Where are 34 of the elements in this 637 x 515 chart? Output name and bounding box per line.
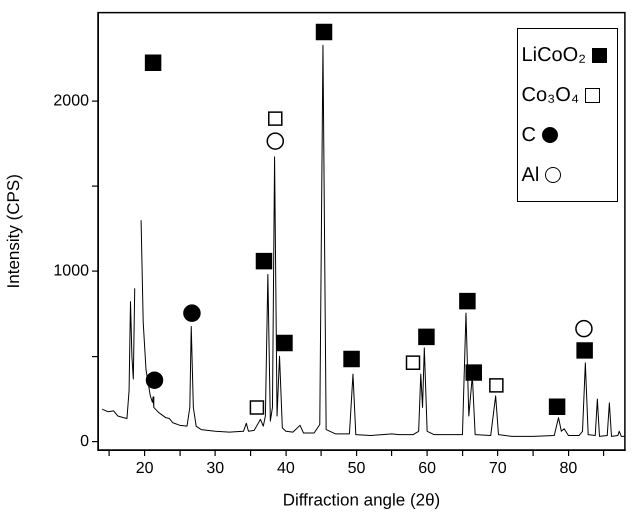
y-tick-label: 2000 <box>53 92 90 110</box>
x-tick-label: 50 <box>348 460 366 478</box>
x-axis-title: Diffraction angle (2θ) <box>282 490 440 510</box>
point <box>548 398 566 416</box>
point <box>183 304 201 322</box>
y-tick-label: 0 <box>80 432 90 450</box>
point <box>489 378 504 393</box>
point <box>268 111 283 126</box>
point <box>144 54 162 72</box>
point <box>466 364 482 381</box>
x-tick-label: 20 <box>136 460 154 478</box>
y-axis-title: Intensity (CPS) <box>4 174 23 288</box>
point <box>418 328 435 346</box>
point <box>459 292 476 310</box>
legend-label: Co₃O₄ <box>522 84 579 106</box>
legend-label: C <box>522 124 536 146</box>
x-tick-label: 30 <box>206 460 224 478</box>
point <box>316 24 332 40</box>
point <box>146 371 164 389</box>
point <box>250 400 264 415</box>
x-tick-label: 40 <box>276 460 295 478</box>
point <box>575 320 593 338</box>
legend-label: LiCoO₂ <box>522 44 586 66</box>
point <box>276 334 293 352</box>
x-tick-label: 60 <box>418 460 436 478</box>
y-tick-label: 1000 <box>53 262 90 280</box>
x-tick-label: 80 <box>560 460 578 478</box>
point <box>343 350 360 368</box>
point <box>576 342 593 359</box>
legend-label: Al <box>522 164 540 186</box>
point <box>266 132 284 150</box>
point <box>406 355 420 370</box>
point <box>256 252 272 270</box>
x-tick-label: 70 <box>488 460 507 478</box>
